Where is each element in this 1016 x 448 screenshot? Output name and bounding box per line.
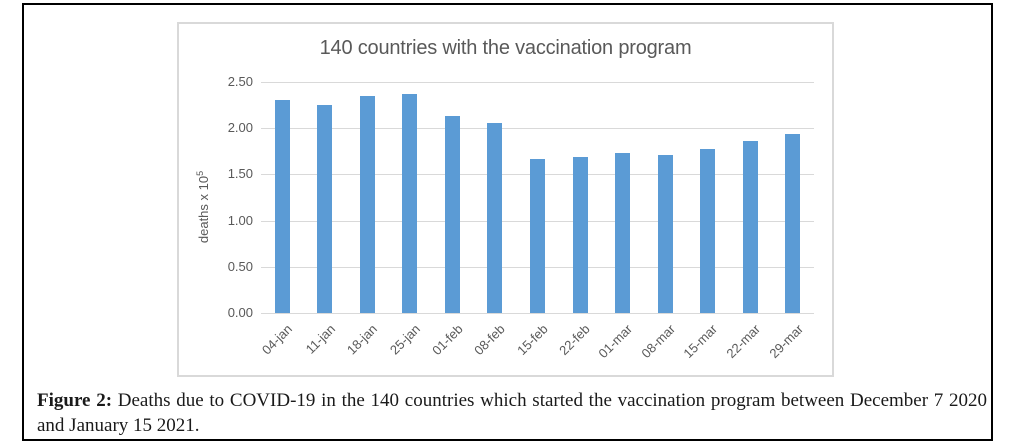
bar-22-feb <box>572 156 588 313</box>
caption-line-1: Figure 2: Deaths due to COVID-19 in the … <box>37 388 987 413</box>
x-axis-tick-label: 15-mar <box>680 321 721 362</box>
y-axis-tick-label: 0.00 <box>227 305 253 320</box>
bar-15-feb <box>530 158 545 313</box>
chart-title: 140 countries with the vaccination progr… <box>319 37 692 59</box>
x-axis-tick-label: 01-feb <box>428 321 466 358</box>
x-axis-tick-label: 08-mar <box>638 321 679 362</box>
y-axis-title-text: deaths x 10 <box>196 175 212 244</box>
bar-08-mar <box>657 154 673 313</box>
bar-11-jan <box>317 105 333 313</box>
bar-18-jan <box>359 95 375 313</box>
bar-08-feb <box>487 122 503 313</box>
bar-04-jan <box>274 100 290 313</box>
x-axis-tick-label: 18-jan <box>344 321 381 358</box>
gridline <box>261 313 814 314</box>
x-axis-tick-label: 01-mar <box>595 321 636 362</box>
bar-22-mar <box>742 141 758 313</box>
y-axis-tick-label: 0.50 <box>227 258 253 274</box>
gridline <box>261 128 814 130</box>
y-axis-tick-label: 2.50 <box>227 74 253 89</box>
gridline <box>261 82 814 83</box>
x-axis-tick-label: 25-jan <box>386 321 423 358</box>
x-axis-tick-label: 15-feb <box>513 321 551 358</box>
x-axis-tick-label: 11-jan <box>302 321 338 357</box>
y-axis-tick-label: 1.50 <box>227 166 253 182</box>
bar-01-feb <box>444 116 460 313</box>
x-axis-tick-label: 22-mar <box>723 321 764 362</box>
figure-frame: 140 countries with the vaccination progr… <box>22 3 993 441</box>
caption-figure-label: Figure 2: <box>37 390 113 411</box>
y-axis-tick-label: 1.00 <box>227 212 253 228</box>
caption-line-1-text: Deaths due to COVID-19 in the 140 countr… <box>117 390 988 411</box>
bar-15-mar <box>700 149 716 313</box>
x-axis-tick-label: 22-feb <box>556 321 593 358</box>
caption-line-2: and January 15 2021. <box>37 415 200 436</box>
chart-inner: 140 countries with the vaccination progr… <box>179 24 832 375</box>
figure-caption: Figure 2: Deaths due to COVID-19 in the … <box>37 388 987 438</box>
y-axis-tick-label: 2.00 <box>227 120 253 136</box>
bar-29-mar <box>785 133 801 313</box>
bar-01-mar <box>615 153 631 313</box>
x-axis-tick-label: 04-jan <box>259 321 296 358</box>
x-axis-tick-label: 29-mar <box>765 321 806 362</box>
bar-25-jan <box>402 94 418 313</box>
x-axis-tick-label: 08-feb <box>471 321 508 358</box>
chart-container: 140 countries with the vaccination progr… <box>177 22 834 377</box>
